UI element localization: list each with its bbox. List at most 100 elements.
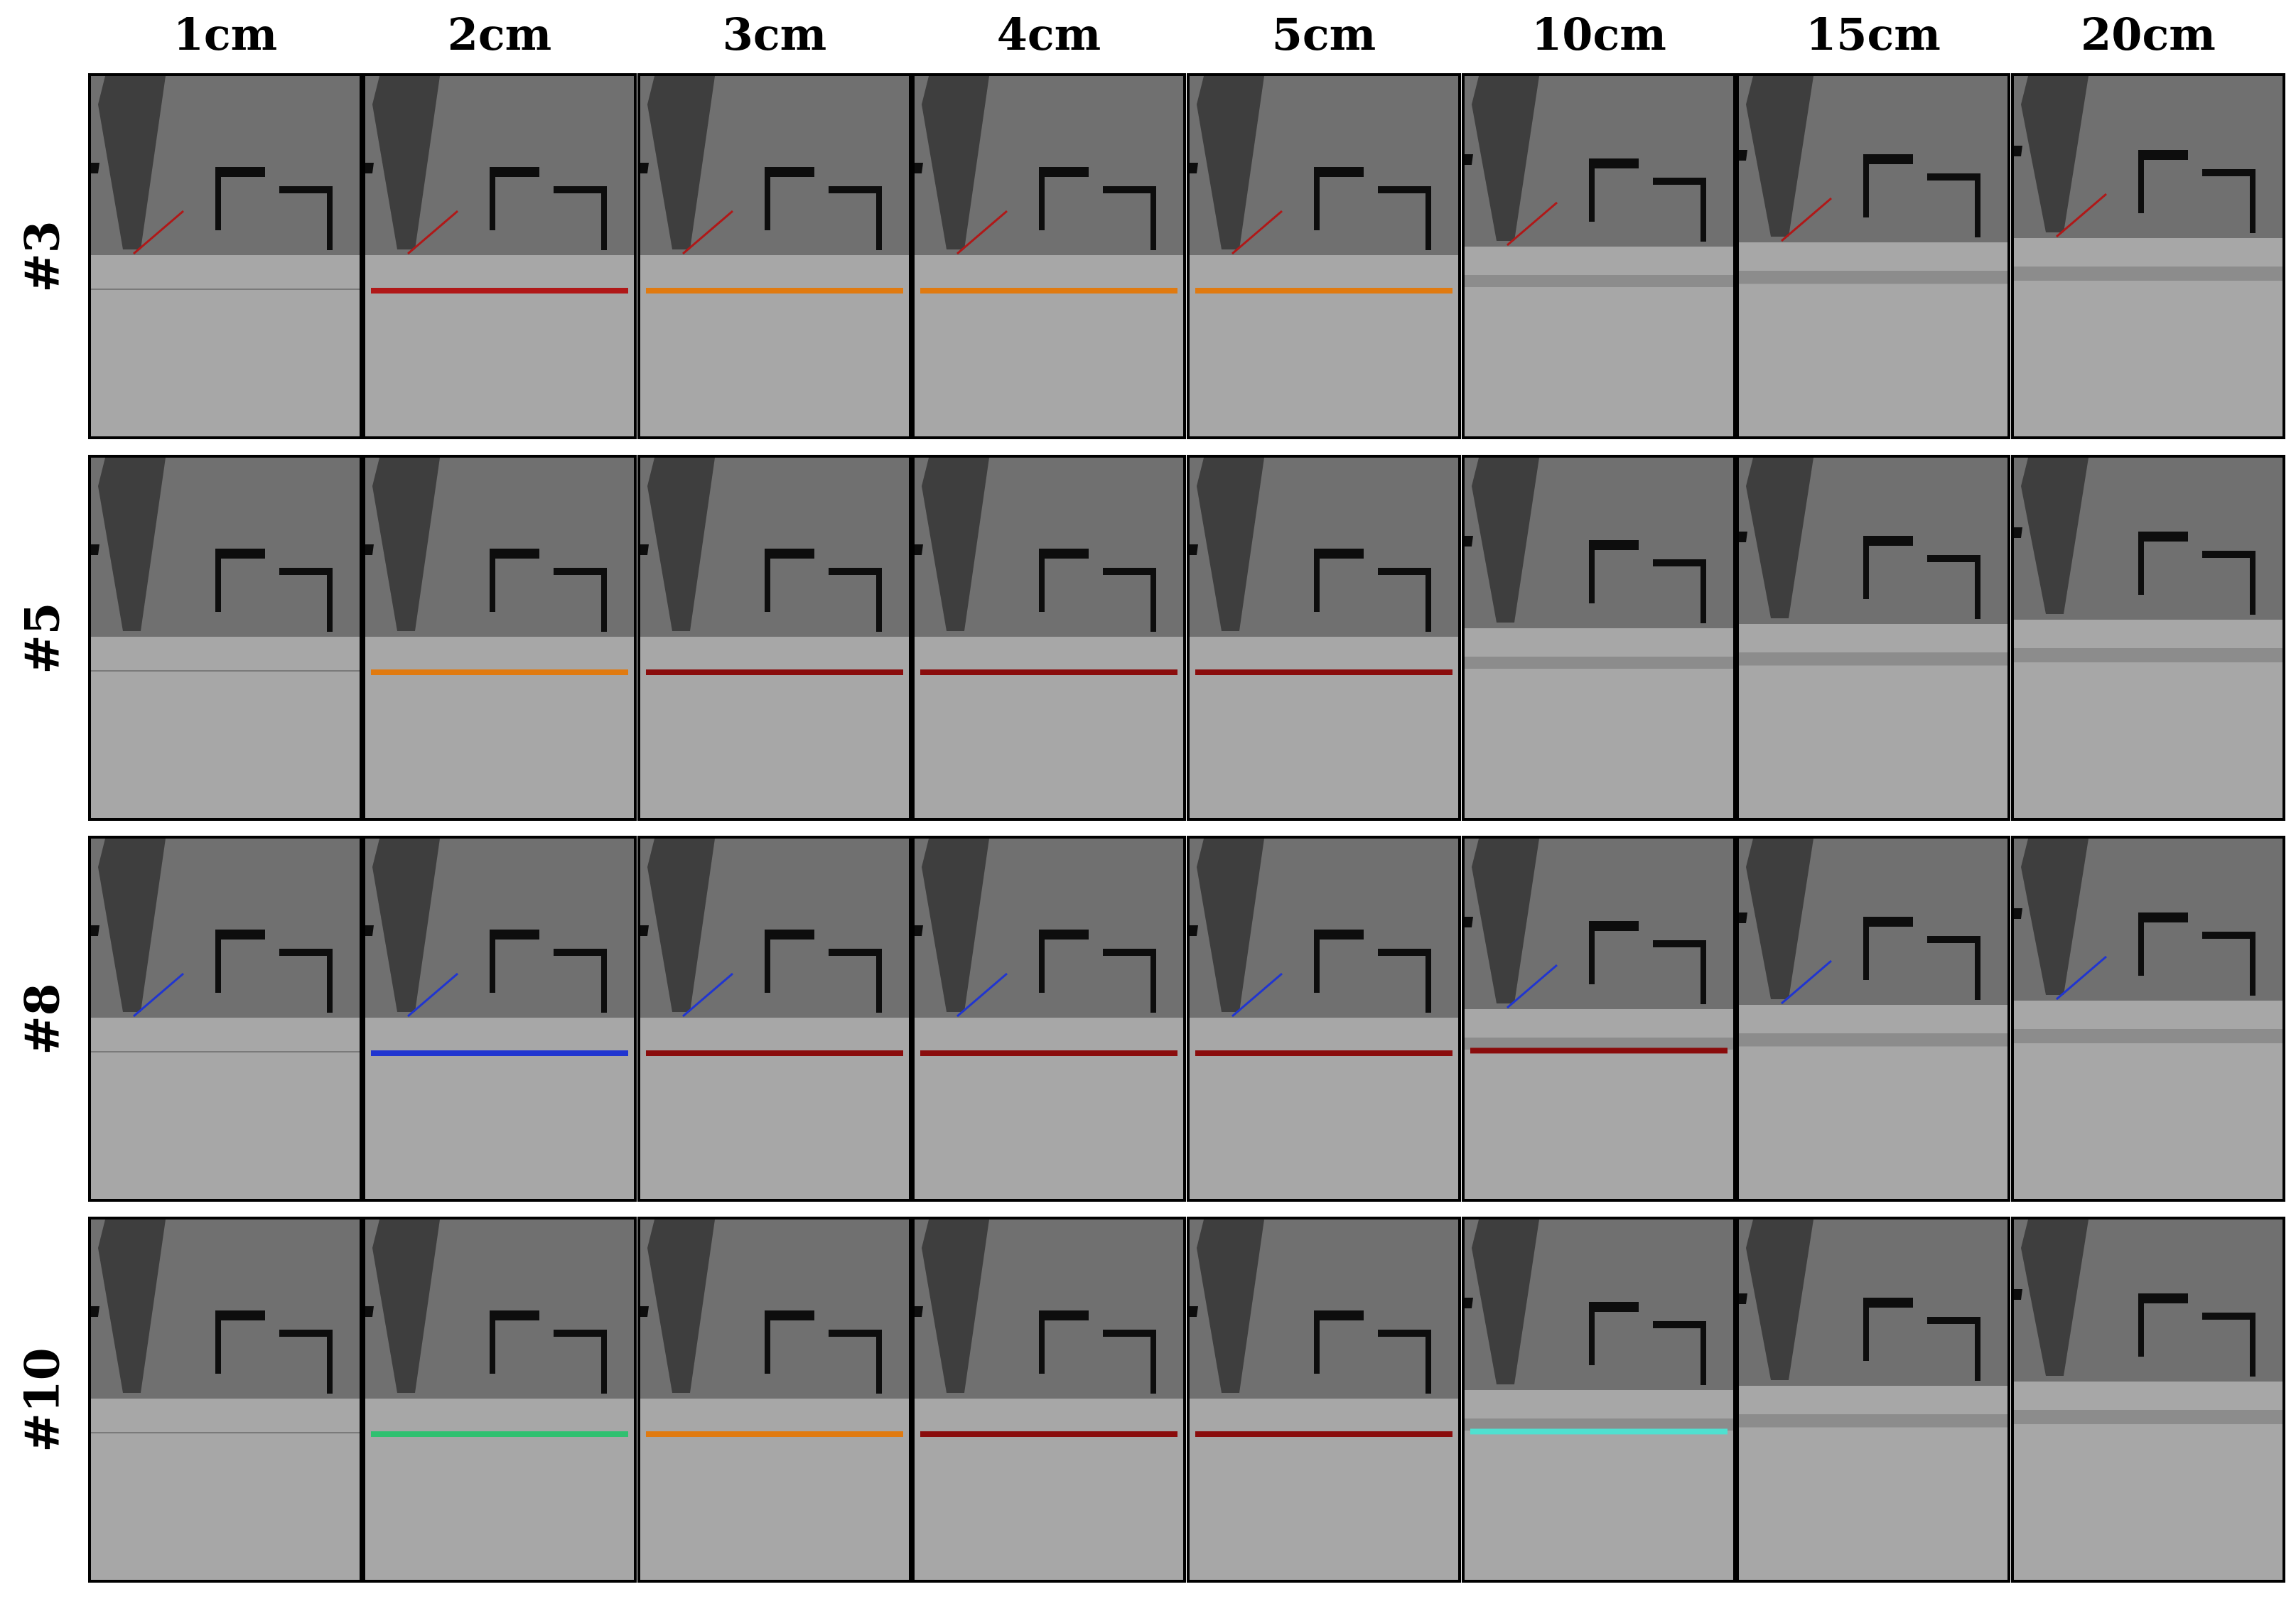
window-side [601, 952, 607, 1013]
gap-shadow-band [1465, 657, 1733, 669]
ledge-shape [91, 163, 99, 173]
window-side [490, 1320, 495, 1374]
window-opening [1927, 936, 1980, 943]
render-cell-n5-4cm [912, 455, 1186, 821]
row-header-n5: #5 [7, 455, 78, 821]
window-opening [554, 186, 607, 193]
window-side [215, 1320, 221, 1374]
window-side [1863, 927, 1869, 980]
window-side [1589, 1312, 1595, 1365]
pillar-shape [1197, 458, 1264, 631]
window-side [1701, 1325, 1706, 1385]
window-side [1425, 1333, 1431, 1394]
window-opening [829, 568, 882, 575]
pillar-shape [372, 839, 440, 1012]
render-cell-n3-20cm [2011, 73, 2285, 439]
ledge-shape [1465, 1298, 1473, 1308]
error-line-mark [646, 669, 903, 675]
render-cell-n10-10cm [1462, 1217, 1736, 1583]
edge-error-trace [956, 972, 1008, 1018]
render-cell-n3-4cm [912, 73, 1186, 439]
render-cell-n10-15cm [1736, 1217, 2010, 1583]
error-line-mark [371, 288, 628, 294]
window-opening [1653, 178, 1706, 185]
window-side [601, 190, 607, 250]
gap-shadow-band [2014, 266, 2282, 281]
window-side [1150, 190, 1156, 250]
column-header-20cm: 20cm [2081, 8, 2216, 60]
column-headers: 1cm 2cm 3cm 4cm 5cm 10cm 15cm 20cm [0, 0, 2296, 71]
error-line-mark [1195, 1431, 1452, 1437]
window-side [765, 177, 770, 230]
window-side [2250, 554, 2255, 615]
ledge-shape [2014, 1289, 2022, 1300]
window-side [1863, 546, 1869, 599]
render-scene [1190, 1220, 1458, 1580]
window-side [1150, 1333, 1156, 1394]
pillar-shape [647, 839, 715, 1012]
edge-error-trace [1231, 210, 1283, 255]
window-side [215, 177, 221, 230]
pillar-shape [647, 458, 715, 631]
window-side [1314, 177, 1320, 230]
ledge-shape [365, 1306, 374, 1317]
window-opening [1653, 559, 1706, 566]
window-opening [1589, 158, 1639, 168]
window-opening [2138, 532, 2188, 542]
window-opening [1927, 173, 1980, 181]
window-opening [829, 186, 882, 193]
window-opening [490, 549, 539, 559]
pillar-shape [922, 458, 989, 631]
error-line-mark [371, 1431, 628, 1437]
window-side [1039, 940, 1045, 993]
render-scene [91, 458, 360, 818]
error-line-mark [371, 1050, 628, 1056]
render-cell-n3-10cm [1462, 73, 1736, 439]
ledge-shape [365, 925, 374, 936]
window-opening [1378, 186, 1431, 193]
window-side [1975, 1320, 1980, 1381]
edge-error-trace [2056, 193, 2107, 238]
window-opening [1927, 555, 1980, 562]
row-header-n8: #8 [7, 836, 78, 1202]
pillar-shape [98, 76, 166, 249]
render-scene [2014, 458, 2282, 818]
window-opening [765, 549, 814, 559]
window-opening [1039, 930, 1089, 940]
row-headers: #3 #5 #8 #10 [0, 0, 85, 1599]
gap-shadow-band [2014, 1029, 2282, 1043]
render-cell-n8-20cm [2011, 836, 2285, 1202]
window-opening [215, 930, 265, 940]
render-scene [91, 76, 360, 436]
column-header-4cm: 4cm [996, 8, 1101, 60]
edge-error-trace [682, 972, 733, 1018]
pillar-shape [98, 1220, 166, 1393]
render-cell-n3-15cm [1736, 73, 2010, 439]
window-side [1589, 931, 1595, 984]
render-cell-n8-2cm [362, 836, 637, 1202]
column-header-10cm: 10cm [1531, 8, 1666, 60]
window-opening [1314, 167, 1364, 177]
error-line-mark [646, 1431, 903, 1437]
render-scene [915, 1220, 1183, 1580]
window-opening [215, 549, 265, 559]
gap-shadow-band [2014, 648, 2282, 662]
window-side [1863, 1308, 1869, 1361]
ledge-shape [91, 1306, 99, 1317]
window-side [876, 1333, 882, 1394]
window-side [2138, 922, 2144, 976]
render-scene [1739, 839, 2007, 1199]
window-side [2250, 1316, 2255, 1377]
ledge-shape [1465, 536, 1473, 547]
render-scene [1739, 458, 2007, 818]
render-scene [1465, 1220, 1733, 1580]
ledge-shape [2014, 908, 2022, 919]
pillar-shape [1472, 76, 1539, 241]
ledge-shape [915, 163, 923, 173]
ledge-shape [1465, 917, 1473, 927]
window-opening [2202, 551, 2255, 558]
ledge-shape [91, 544, 99, 555]
window-opening [1103, 568, 1156, 575]
edge-error-trace [133, 972, 184, 1018]
ledge-shape [915, 544, 923, 555]
